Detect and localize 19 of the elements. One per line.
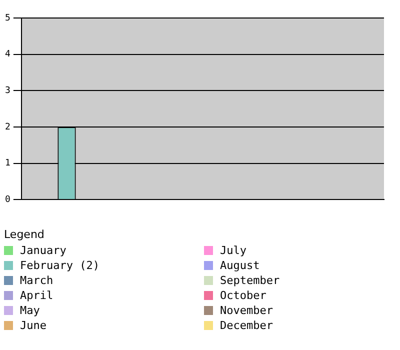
y-tick-label: 3 <box>4 86 10 96</box>
legend-label: August <box>220 259 260 272</box>
legend-label: May <box>20 304 40 317</box>
legend-label: April <box>20 289 54 302</box>
legend-label: March <box>20 274 54 287</box>
y-tick-label: 5 <box>4 13 10 24</box>
y-tick-label: 4 <box>4 50 10 60</box>
y-tick-label: 1 <box>4 158 10 169</box>
legend-label: September <box>220 274 280 287</box>
legend-label: January <box>20 244 66 257</box>
legend-label: July <box>220 244 246 257</box>
legend-label: February (2) <box>20 259 100 272</box>
legend-label: November <box>220 304 273 317</box>
y-tick-label: 2 <box>4 122 10 132</box>
legend-label: December <box>220 319 273 332</box>
legend-label: October <box>220 289 266 302</box>
legend-title: Legend <box>4 228 44 241</box>
y-tick-label: 0 <box>4 194 10 205</box>
legend-label: June <box>20 319 46 332</box>
